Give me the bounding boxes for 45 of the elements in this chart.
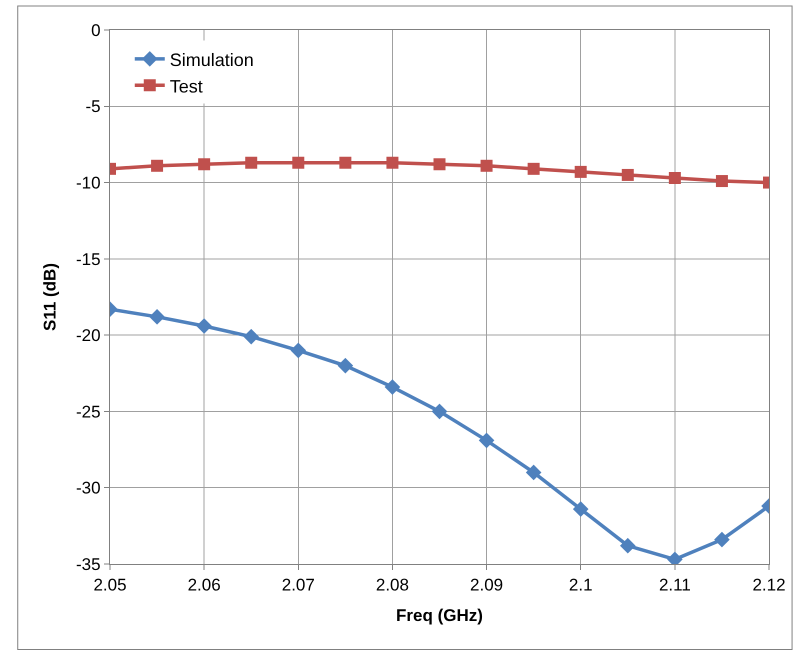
y-tick-label: -35 — [76, 554, 101, 574]
point — [149, 309, 165, 325]
y-tick-label: -10 — [76, 174, 101, 193]
point — [668, 172, 681, 184]
point — [434, 158, 446, 170]
x-tick-label: 2.12 — [752, 575, 786, 594]
y-tick-label: -30 — [76, 478, 101, 498]
point — [292, 156, 304, 169]
point — [622, 168, 634, 181]
point — [198, 158, 210, 170]
point — [574, 166, 587, 178]
point — [572, 501, 589, 517]
legend-label: Test — [170, 76, 203, 96]
point — [243, 328, 260, 344]
point — [716, 175, 728, 188]
x-tick-label: 2.05 — [93, 575, 127, 594]
point — [339, 156, 352, 169]
point — [384, 379, 400, 395]
point — [386, 156, 398, 169]
x-axis-title: Freq (GHz) — [396, 606, 483, 625]
point — [432, 404, 448, 420]
point — [290, 342, 306, 358]
point — [196, 318, 212, 334]
point — [526, 464, 542, 480]
y-tick-label: -25 — [76, 402, 101, 422]
y-axis-title: S11 (dB) — [40, 262, 60, 332]
point — [620, 538, 636, 554]
point — [528, 162, 540, 175]
x-tick-label: 2.1 — [568, 575, 593, 594]
point — [151, 160, 164, 172]
point — [480, 160, 493, 172]
x-tick-label: 2.07 — [282, 575, 315, 594]
point — [338, 358, 354, 374]
x-tick-label: 2.09 — [470, 575, 504, 594]
point — [714, 532, 730, 548]
y-tick-label: -15 — [76, 250, 101, 269]
y-tick-label: -20 — [76, 326, 101, 346]
legend-label: Simulation — [170, 50, 254, 70]
x-tick-label: 2.08 — [376, 575, 409, 594]
x-tick-label: 2.11 — [658, 575, 691, 594]
point — [478, 432, 494, 448]
y-tick-label: -5 — [85, 97, 101, 116]
x-tick-label: 2.06 — [188, 575, 221, 594]
y-tick-label: 0 — [91, 20, 101, 40]
point — [245, 156, 258, 169]
